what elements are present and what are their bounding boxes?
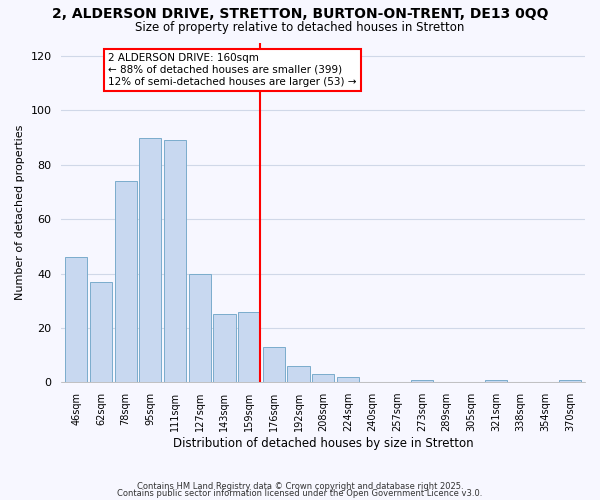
X-axis label: Distribution of detached houses by size in Stretton: Distribution of detached houses by size …	[173, 437, 473, 450]
Bar	[263, 347, 285, 382]
Bar	[65, 257, 88, 382]
Text: 2, ALDERSON DRIVE, STRETTON, BURTON-ON-TRENT, DE13 0QQ: 2, ALDERSON DRIVE, STRETTON, BURTON-ON-T…	[52, 8, 548, 22]
Bar	[188, 274, 211, 382]
Bar	[115, 181, 137, 382]
Text: Size of property relative to detached houses in Stretton: Size of property relative to detached ho…	[136, 21, 464, 34]
Bar	[312, 374, 334, 382]
Bar	[287, 366, 310, 382]
Text: Contains public sector information licensed under the Open Government Licence v3: Contains public sector information licen…	[118, 489, 482, 498]
Bar	[164, 140, 186, 382]
Text: Contains HM Land Registry data © Crown copyright and database right 2025.: Contains HM Land Registry data © Crown c…	[137, 482, 463, 491]
Bar	[213, 314, 236, 382]
Bar	[90, 282, 112, 382]
Text: 2 ALDERSON DRIVE: 160sqm
← 88% of detached houses are smaller (399)
12% of semi-: 2 ALDERSON DRIVE: 160sqm ← 88% of detach…	[109, 54, 357, 86]
Bar	[139, 138, 161, 382]
Bar	[337, 377, 359, 382]
Bar	[411, 380, 433, 382]
Bar	[485, 380, 507, 382]
Bar	[238, 312, 260, 382]
Y-axis label: Number of detached properties: Number of detached properties	[15, 124, 25, 300]
Bar	[559, 380, 581, 382]
